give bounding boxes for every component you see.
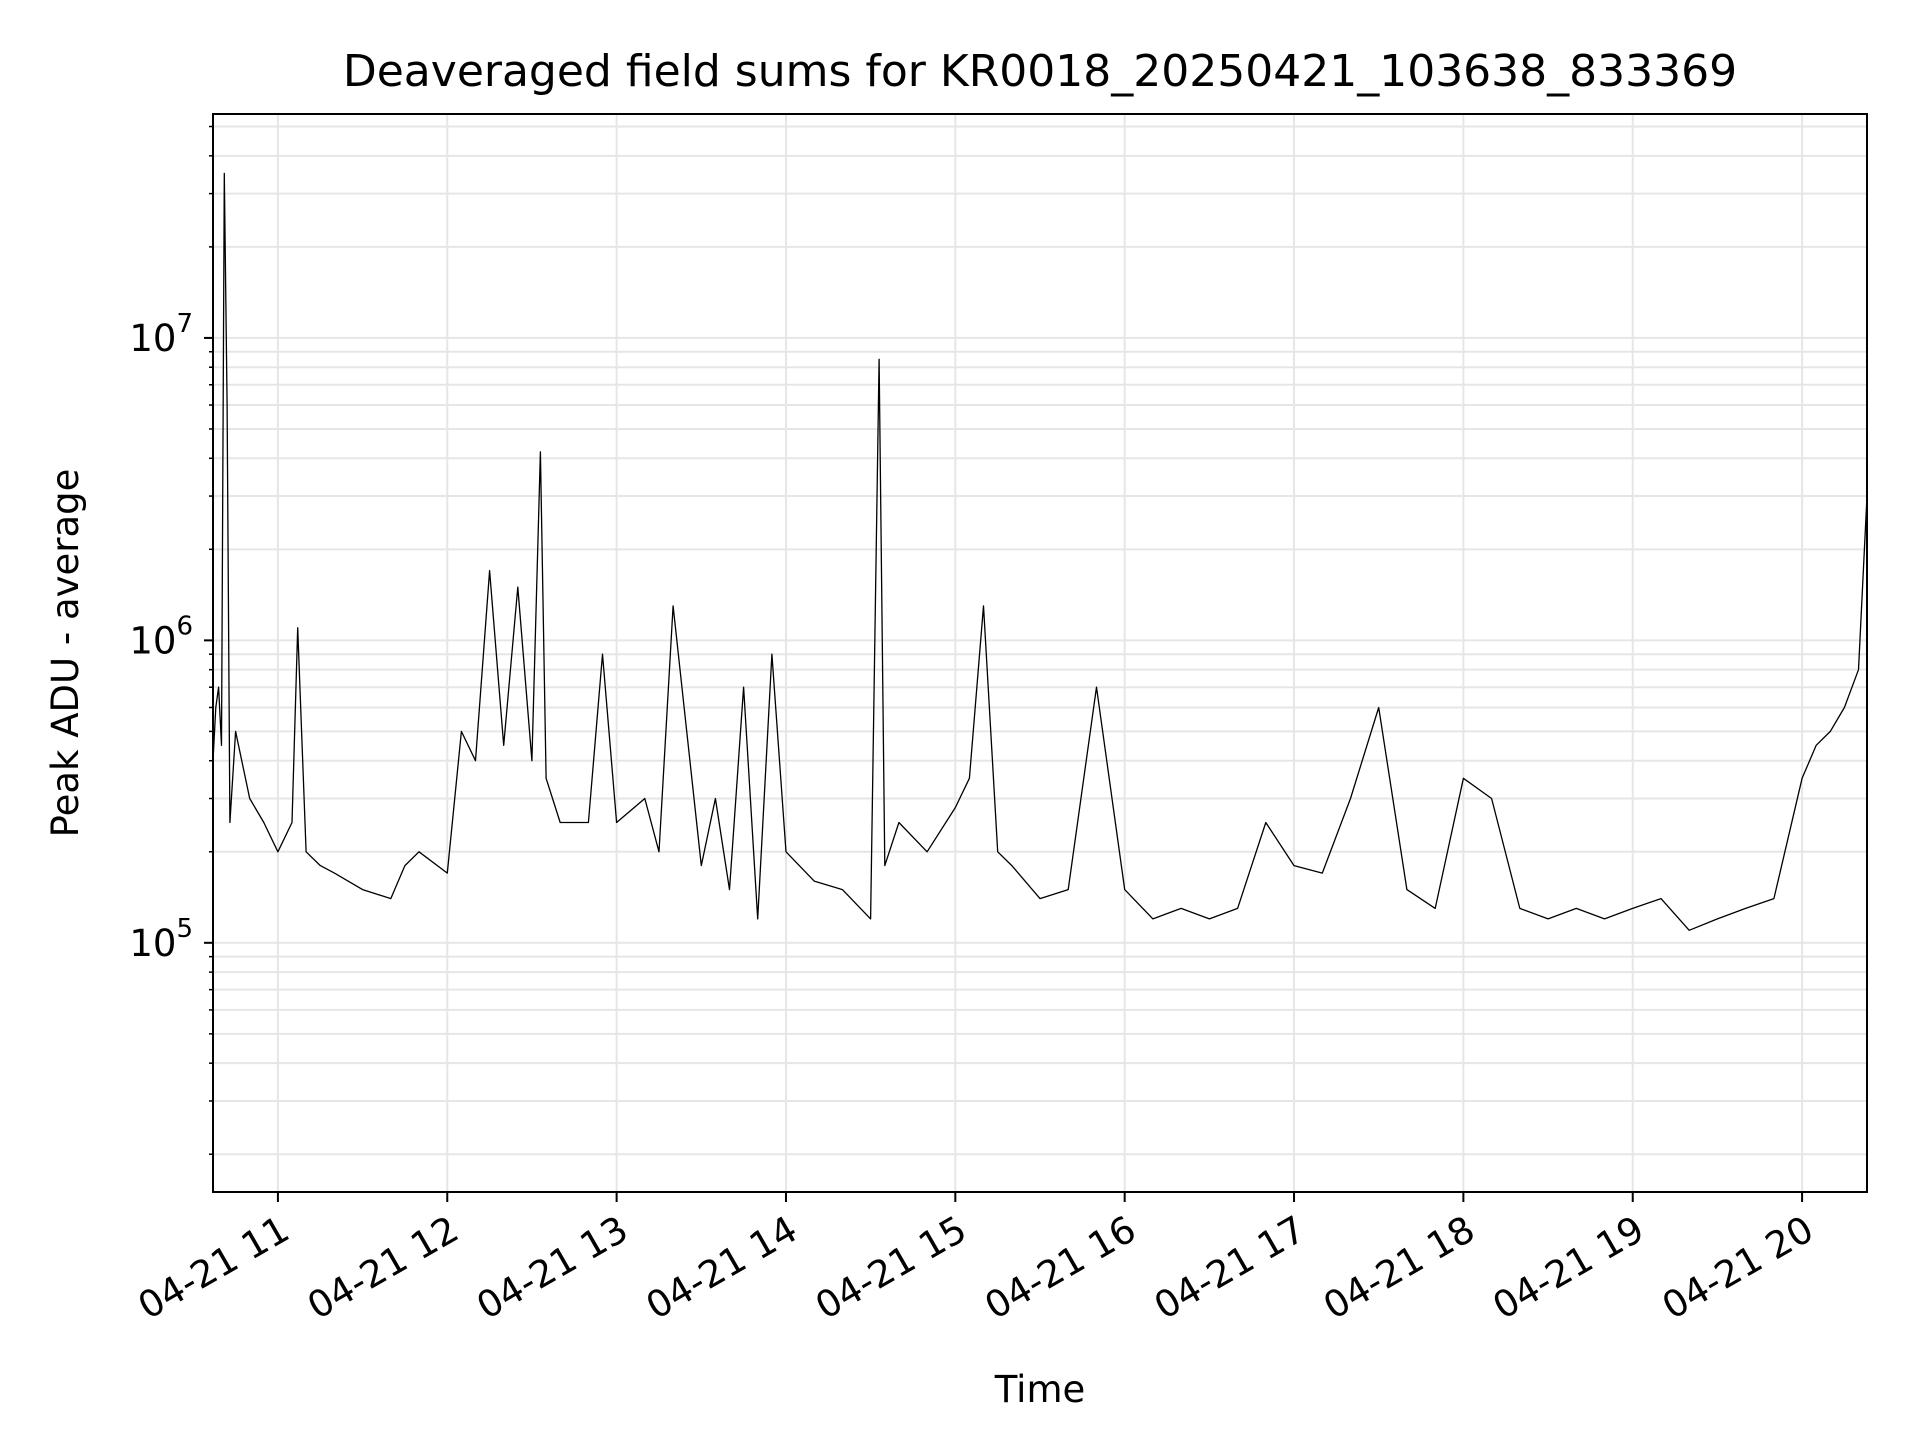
- plot-frame: [212, 113, 1868, 1193]
- grid-lines: [213, 114, 1867, 1192]
- chart-title: Deaveraged field sums for KR0018_2025042…: [343, 46, 1737, 97]
- x-axis-label: Time: [994, 1368, 1086, 1411]
- y-tick-label: 107: [129, 309, 193, 360]
- y-axis-label: Peak ADU - average: [44, 469, 87, 838]
- series-line: [212, 172, 1868, 931]
- series-layer: [212, 172, 1868, 931]
